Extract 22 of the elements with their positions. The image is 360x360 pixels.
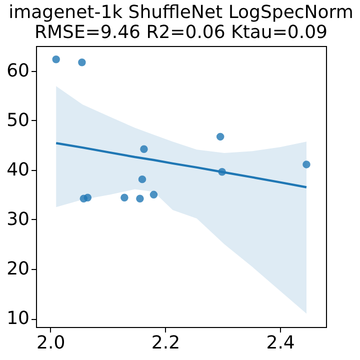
point <box>120 194 128 202</box>
y-tick-label: 40 <box>6 159 30 180</box>
x-tick-label: 2.2 <box>151 332 180 354</box>
line-series <box>55 142 308 188</box>
y-tick-label: 30 <box>6 208 30 230</box>
y-tick-label: 50 <box>6 110 30 131</box>
point <box>302 160 310 168</box>
point <box>52 56 60 64</box>
chart-title: imagenet-1k ShuffleNet LogSpecNorm <box>8 2 354 23</box>
point <box>150 190 158 199</box>
point <box>138 175 146 184</box>
point <box>136 194 144 203</box>
point <box>216 132 224 141</box>
point <box>78 58 86 66</box>
point <box>140 145 148 153</box>
y-tick-label: 10 <box>6 308 30 330</box>
chart-subtitle: RMSE=9.46 R2=0.06 Ktau=0.09 <box>34 22 328 43</box>
x-tick-label: 2.4 <box>266 332 295 354</box>
point <box>84 194 92 202</box>
y-tick-label: 20 <box>6 258 30 280</box>
x-tick-label: 2.0 <box>36 332 66 354</box>
y-tick-label: 60 <box>6 60 30 82</box>
